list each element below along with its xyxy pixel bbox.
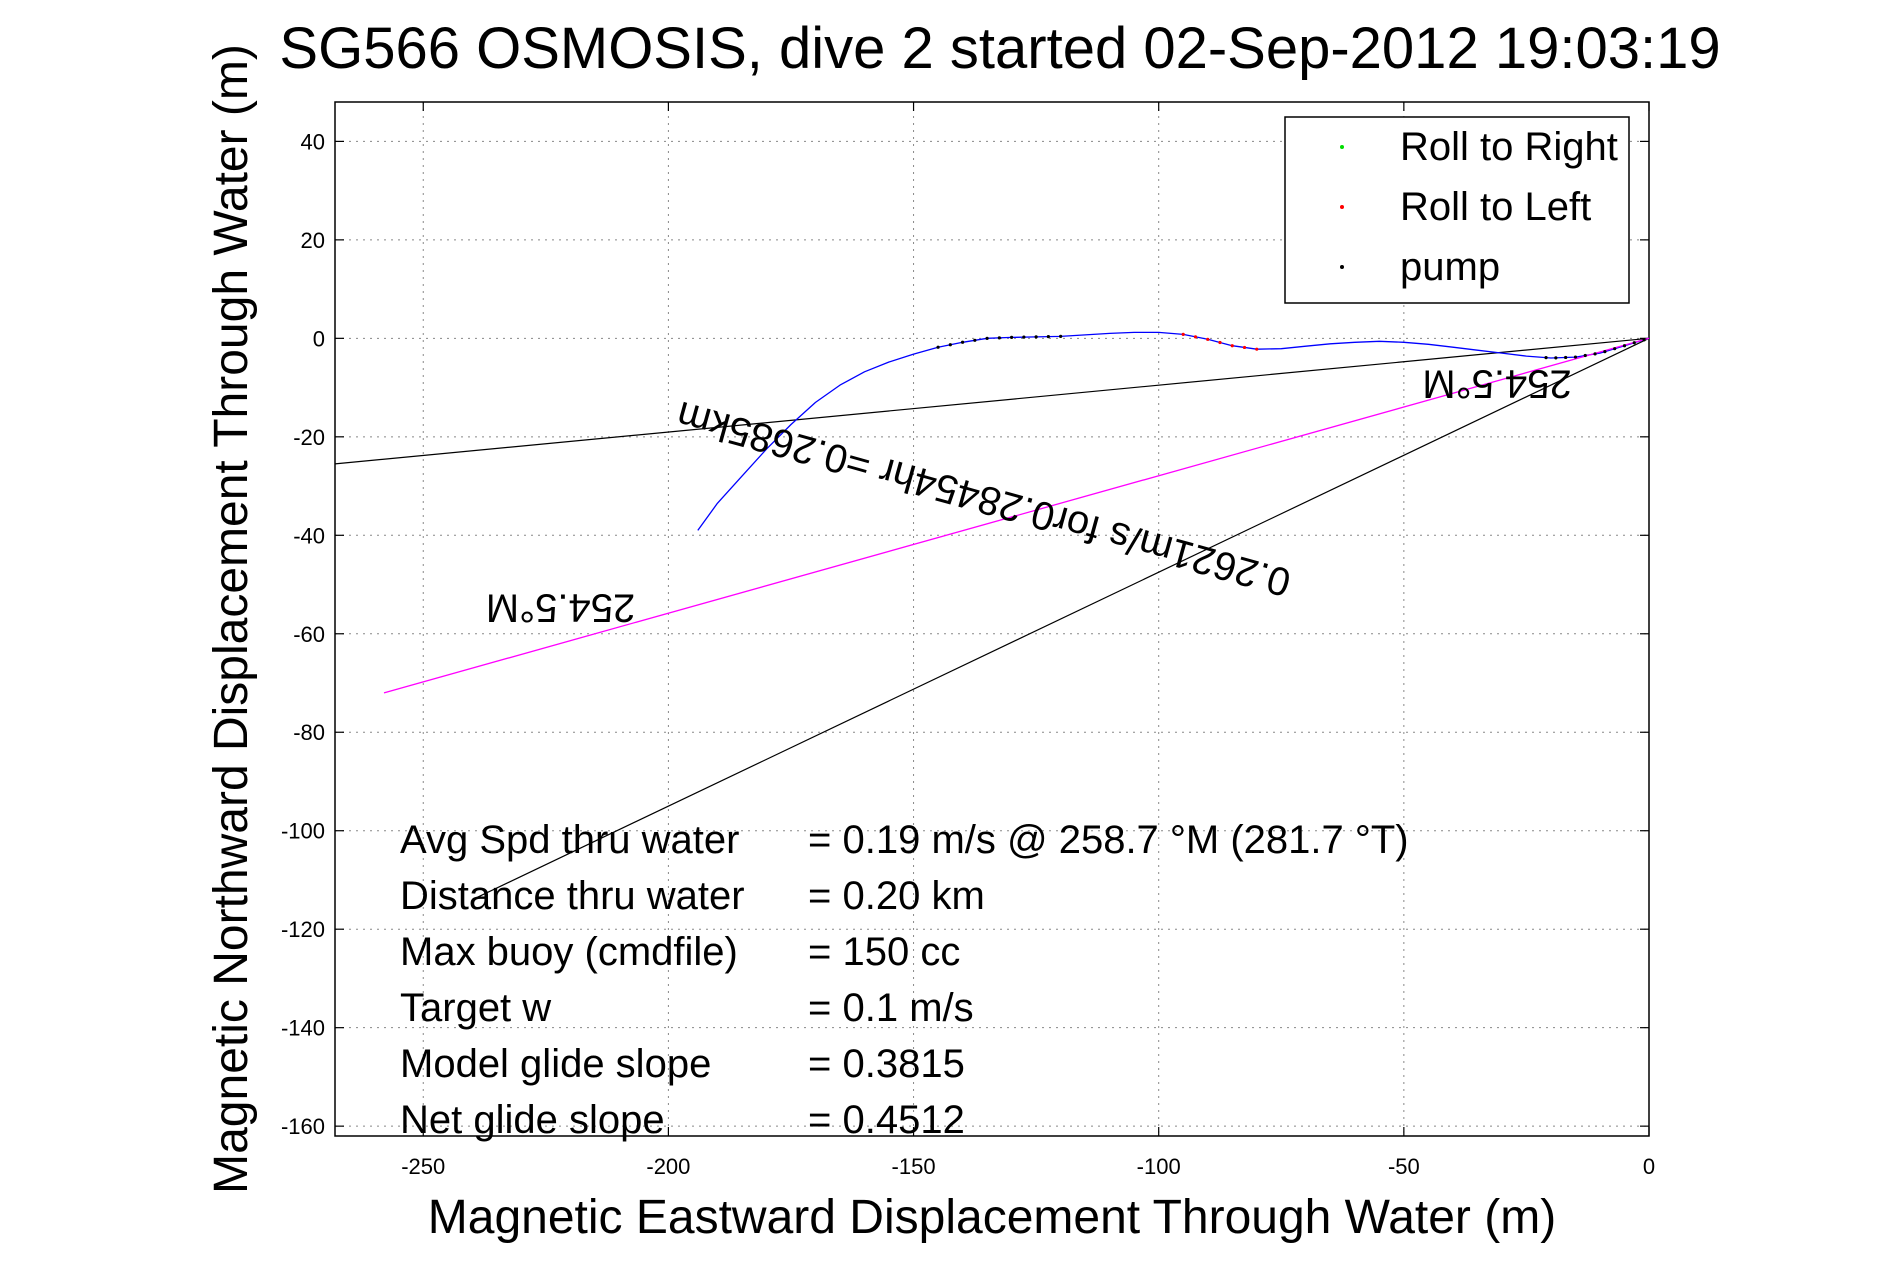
- track-marker-point: [1554, 356, 1558, 360]
- stat-label: Model glide slope: [400, 1042, 711, 1086]
- y-tick-label: -120: [281, 917, 325, 942]
- track-marker-point: [1255, 347, 1259, 351]
- y-tick-label: -100: [281, 819, 325, 844]
- track-marker-point: [1573, 355, 1578, 359]
- marker-layer: [936, 332, 1646, 360]
- stat-value: = 0.20 km: [808, 874, 985, 918]
- heading-annotation: 254.5°M: [1422, 361, 1571, 405]
- stat-label: Distance thru water: [400, 874, 745, 918]
- legend-marker: [1340, 265, 1344, 269]
- track-marker-point: [973, 338, 977, 342]
- track-marker-point: [1242, 345, 1247, 350]
- legend-label: Roll to Left: [1400, 185, 1591, 229]
- track-marker-point: [948, 343, 952, 347]
- stat-value: = 0.4512: [808, 1098, 965, 1142]
- grid-layer: [335, 102, 1649, 1136]
- track-marker-point: [1544, 356, 1548, 360]
- track-marker-point: [1010, 335, 1014, 339]
- track-marker-point: [1206, 337, 1210, 341]
- track-marker-point: [936, 345, 940, 349]
- track-marker-point: [1193, 335, 1198, 339]
- track-marker-point: [1034, 335, 1038, 339]
- x-axis-ticks: -250 -200 -150 -100 -50 0: [401, 102, 1655, 1179]
- stat-value: = 0.1 m/s: [808, 986, 974, 1030]
- stat-value: = 0.19 m/s @ 258.7 °M (281.7 °T): [808, 818, 1409, 862]
- track-marker-point: [1564, 355, 1568, 360]
- track-marker-point: [1022, 335, 1026, 339]
- series-layer: [334, 331, 1650, 901]
- track-marker-point: [997, 336, 1001, 340]
- track-marker-point: [1230, 344, 1234, 348]
- legend-marker: [1340, 145, 1344, 149]
- track-marker-point: [1622, 344, 1627, 348]
- track-marker-point: [960, 340, 965, 344]
- stat-value: = 150 cc: [808, 930, 960, 974]
- stat-label: Net glide slope: [400, 1098, 665, 1142]
- y-axis-ticks: 40 20 0 -20 -40 -60 -80 -100 -120 -140 -160: [281, 129, 1649, 1139]
- chart-title: SG566 OSMOSIS, dive 2 started 02-Sep-201…: [279, 16, 1720, 81]
- track-marker-point: [1613, 347, 1617, 351]
- legend-label: pump: [1400, 245, 1500, 289]
- heading-annotation: 254.5°M: [486, 585, 635, 629]
- x-tick-label: -250: [401, 1154, 445, 1179]
- stat-label: Target w: [400, 986, 551, 1030]
- plot-area-frame: [334, 101, 1650, 1137]
- stat-label: Max buoy (cmdfile): [400, 930, 738, 974]
- track-marker-point: [1632, 341, 1636, 345]
- x-axis-label: Magnetic Eastward Displacement Through W…: [428, 1191, 1556, 1244]
- track-marker-point: [1059, 334, 1063, 338]
- y-tick-label: -80: [293, 720, 325, 745]
- legend-label: Roll to Right: [1400, 125, 1618, 169]
- reference-line: [472, 337, 1650, 901]
- stat-value: = 0.3815: [808, 1042, 965, 1086]
- y-axis-label: Magnetic Northward Displacement Through …: [205, 44, 258, 1194]
- x-tick-label: -150: [892, 1154, 936, 1179]
- track-marker-point: [1181, 332, 1185, 337]
- y-tick-label: 20: [301, 228, 325, 253]
- track-marker-point: [1642, 338, 1646, 342]
- track-marker-point: [985, 336, 989, 340]
- reference-line: [334, 337, 1650, 465]
- stats-block: Avg Spd thru water = 0.19 m/s @ 258.7 °M …: [400, 818, 1409, 1142]
- y-tick-label: -60: [293, 622, 325, 647]
- x-tick-label: -100: [1137, 1154, 1181, 1179]
- y-tick-label: -20: [293, 425, 325, 450]
- y-tick-label: 0: [313, 326, 325, 351]
- y-tick-label: -160: [281, 1114, 325, 1139]
- legend: Roll to Right Roll to Left pump: [1284, 116, 1630, 304]
- y-tick-label: -40: [293, 523, 325, 548]
- stat-label: Avg Spd thru water: [400, 818, 739, 862]
- x-tick-label: -200: [646, 1154, 690, 1179]
- x-tick-label: 0: [1643, 1154, 1655, 1179]
- track-marker-point: [1583, 353, 1587, 358]
- track-marker-point: [1218, 340, 1222, 345]
- track-marker-point: [1046, 335, 1050, 339]
- track-marker-point: [1603, 350, 1607, 354]
- legend-marker: [1340, 205, 1344, 209]
- glider-track-line: [697, 331, 1650, 531]
- y-tick-label: 40: [301, 129, 325, 154]
- heading-line: [383, 337, 1650, 694]
- y-tick-label: -140: [281, 1016, 325, 1041]
- track-marker-point: [1593, 352, 1597, 356]
- x-tick-label: -50: [1388, 1154, 1420, 1179]
